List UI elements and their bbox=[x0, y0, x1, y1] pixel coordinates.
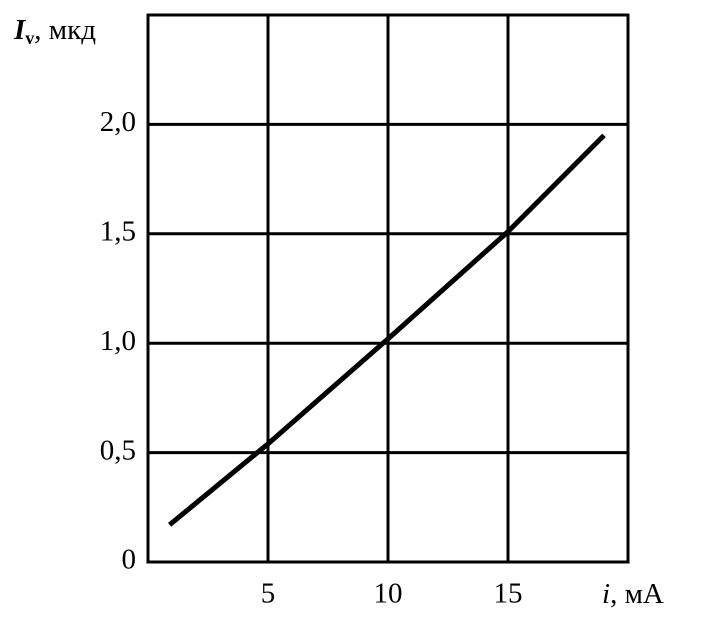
y-tick-label: 0 bbox=[122, 544, 137, 576]
data-line bbox=[168, 133, 606, 527]
y-label-symbol: I bbox=[13, 14, 27, 46]
x-axis-label: i, мА bbox=[602, 578, 664, 610]
y-tick-label: 2,0 bbox=[100, 106, 136, 138]
x-label-symbol: i bbox=[602, 578, 610, 610]
y-tick-label: 0,5 bbox=[100, 434, 136, 466]
y-tick-label: 1,0 bbox=[100, 325, 136, 357]
x-tick-label: 10 bbox=[374, 578, 403, 610]
x-tick-label: 15 bbox=[494, 578, 523, 610]
y-tick-label: 1,5 bbox=[100, 215, 136, 247]
y-axis-label: Iv, мкд bbox=[13, 14, 96, 48]
x-label-unit: , мА bbox=[610, 578, 664, 610]
y-label-subscript: v bbox=[25, 28, 34, 48]
y-label-unit: , мкд bbox=[34, 14, 96, 46]
plot-frame bbox=[146, 13, 630, 564]
x-tick-label: 5 bbox=[261, 578, 276, 610]
